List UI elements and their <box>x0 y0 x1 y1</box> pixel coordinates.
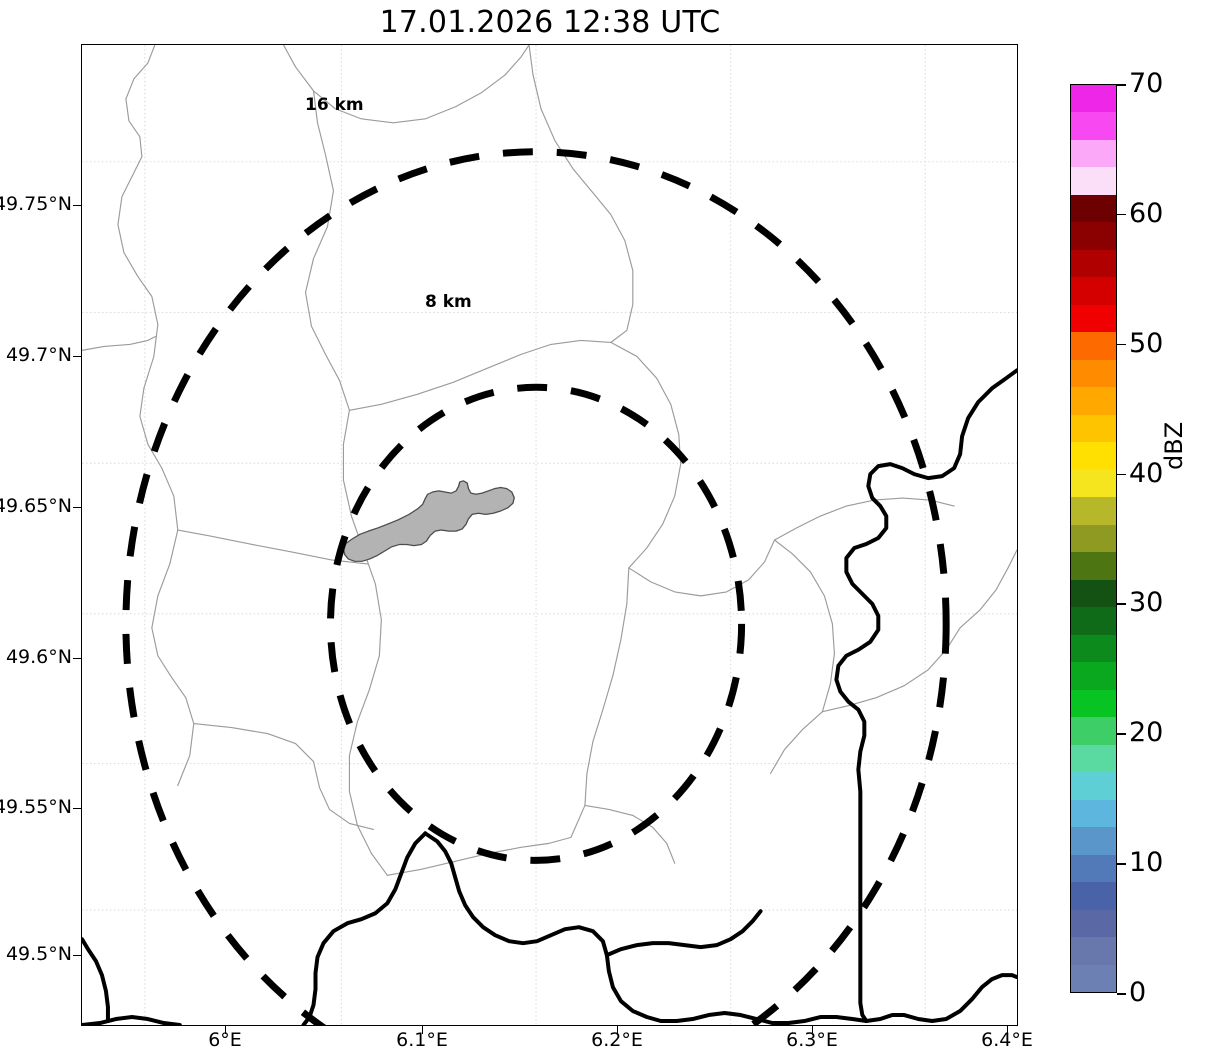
colorbar-band-30 <box>1071 909 1116 938</box>
colorbar-band-0 <box>1071 85 1116 113</box>
x-tick-mark-3 <box>812 1026 814 1034</box>
y-tick-mark-0 <box>73 205 81 207</box>
colorbar-title: dBZ <box>1160 421 1188 470</box>
colorbar-band-27 <box>1071 827 1116 855</box>
y-tick-mark-1 <box>73 356 81 358</box>
colorbar-band-25 <box>1071 772 1116 800</box>
map-canvas <box>82 45 1017 1025</box>
colorbar-tick-label-3: 40 <box>1129 457 1164 489</box>
admin-boundaries <box>82 45 1017 876</box>
colorbar-band-3 <box>1071 167 1116 195</box>
water-body-polygon <box>342 480 515 562</box>
colorbar-reflectivity[interactable] <box>1070 84 1117 993</box>
page-title: 17.01.2026 12:38 UTC <box>379 5 721 40</box>
x-tick-mark-1 <box>422 1026 424 1034</box>
y-tick-label-5: 49.5°N <box>5 943 72 965</box>
x-tick-label-0: 6°E <box>208 1029 242 1051</box>
colorbar-band-2 <box>1071 139 1116 168</box>
colorbar-band-16 <box>1071 524 1116 553</box>
range-ring-8km <box>326 383 746 864</box>
colorbar-band-7 <box>1071 277 1116 305</box>
x-tick-mark-2 <box>617 1026 619 1034</box>
x-tick-label-4: 6.4°E <box>981 1029 1033 1051</box>
colorbar-band-13 <box>1071 442 1116 470</box>
colorbar-band-5 <box>1071 222 1116 250</box>
colorbar-tick-label-0: 70 <box>1129 68 1164 99</box>
colorbar-band-11 <box>1071 387 1116 415</box>
colorbar-tick-label-1: 60 <box>1129 197 1164 229</box>
colorbar-tick-label-5: 20 <box>1129 717 1164 749</box>
y-tick-label-3: 49.6°N <box>5 646 72 668</box>
y-tick-label-2: 49.65°N <box>0 495 72 517</box>
colorbar-tick-label-4: 30 <box>1129 587 1164 619</box>
colorbar-tick-label-2: 50 <box>1129 327 1164 359</box>
colorbar-band-22 <box>1071 689 1116 718</box>
graticule-gridlines <box>82 45 1017 1025</box>
colorbar-tick-mark-6 <box>1117 863 1126 865</box>
colorbar-tick-mark-5 <box>1117 733 1126 735</box>
colorbar-band-12 <box>1071 414 1116 443</box>
radar-map-plot[interactable] <box>81 44 1018 1026</box>
colorbar-band-10 <box>1071 359 1116 388</box>
colorbar-band-19 <box>1071 607 1116 635</box>
y-tick-label-1: 49.7°N <box>5 344 72 366</box>
colorbar-band-17 <box>1071 552 1116 580</box>
colorbar-band-24 <box>1071 744 1116 773</box>
x-tick-label-3: 6.3°E <box>786 1029 838 1051</box>
x-tick-mark-4 <box>1007 1026 1009 1034</box>
colorbar-band-1 <box>1071 112 1116 140</box>
colorbar-band-21 <box>1071 662 1116 690</box>
colorbar-band-29 <box>1071 882 1116 910</box>
colorbar-band-15 <box>1071 497 1116 525</box>
colorbar-tick-mark-3 <box>1117 473 1126 476</box>
colorbar-band-8 <box>1071 304 1116 333</box>
colorbar-tick-label-6: 10 <box>1129 847 1164 879</box>
x-tick-label-2: 6.2°E <box>591 1029 643 1051</box>
colorbar-tick-label-7: 0 <box>1129 977 1147 1008</box>
colorbar-tick-mark-7 <box>1117 993 1126 995</box>
colorbar-band-18 <box>1071 579 1116 608</box>
y-tick-mark-3 <box>73 658 81 660</box>
colorbar-band-20 <box>1071 634 1116 663</box>
y-tick-mark-2 <box>73 507 81 509</box>
y-tick-mark-5 <box>73 955 81 957</box>
colorbar-band-9 <box>1071 332 1116 360</box>
colorbar-band-4 <box>1071 194 1116 223</box>
x-tick-mark-0 <box>225 1026 227 1034</box>
colorbar-tick-mark-0 <box>1117 84 1126 86</box>
colorbar-band-32 <box>1071 964 1116 992</box>
colorbar-tick-mark-2 <box>1117 343 1126 346</box>
colorbar-band-28 <box>1071 854 1116 883</box>
colorbar-tick-mark-1 <box>1117 213 1126 216</box>
colorbar-band-14 <box>1071 469 1116 498</box>
range-ring-label-8km: 8 km <box>425 292 472 312</box>
colorbar-band-31 <box>1071 937 1116 965</box>
y-tick-mark-4 <box>73 808 81 810</box>
range-ring-label-16km: 16 km <box>305 95 364 115</box>
y-tick-label-4: 49.55°N <box>0 796 72 818</box>
country-border <box>82 368 1017 1025</box>
range-ring-16km <box>122 148 950 1025</box>
colorbar-band-6 <box>1071 249 1116 278</box>
colorbar-band-23 <box>1071 717 1116 745</box>
x-tick-label-1: 6.1°E <box>396 1029 448 1051</box>
colorbar-tick-mark-4 <box>1117 603 1126 606</box>
colorbar-band-26 <box>1071 799 1116 828</box>
y-tick-label-0: 49.75°N <box>0 193 72 215</box>
